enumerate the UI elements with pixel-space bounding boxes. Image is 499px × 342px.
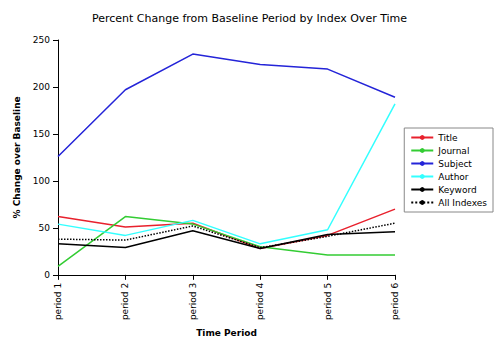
svg-text:150: 150 bbox=[33, 129, 50, 139]
svg-text:period 5: period 5 bbox=[323, 283, 333, 320]
svg-text:Percent Change from Baseline P: Percent Change from Baseline Period by I… bbox=[92, 12, 407, 25]
svg-text:Keyword: Keyword bbox=[438, 185, 476, 195]
svg-text:Time Period: Time Period bbox=[196, 328, 257, 338]
svg-text:Subject: Subject bbox=[438, 159, 472, 169]
svg-text:0: 0 bbox=[44, 270, 50, 280]
svg-text:250: 250 bbox=[33, 35, 50, 45]
svg-text:period 1: period 1 bbox=[53, 283, 63, 320]
svg-text:period 6: period 6 bbox=[390, 283, 400, 321]
svg-text:Title: Title bbox=[437, 133, 458, 143]
svg-text:period 3: period 3 bbox=[188, 283, 198, 320]
svg-text:All Indexes: All Indexes bbox=[438, 198, 487, 208]
svg-text:200: 200 bbox=[33, 82, 50, 92]
svg-text:% Change over Baseline: % Change over Baseline bbox=[12, 96, 22, 218]
svg-text:period 4: period 4 bbox=[255, 283, 265, 321]
svg-text:Journal: Journal bbox=[437, 146, 469, 156]
svg-text:period 2: period 2 bbox=[120, 283, 130, 320]
svg-text:Author: Author bbox=[438, 172, 469, 182]
svg-text:100: 100 bbox=[33, 176, 50, 186]
svg-text:50: 50 bbox=[39, 223, 51, 233]
